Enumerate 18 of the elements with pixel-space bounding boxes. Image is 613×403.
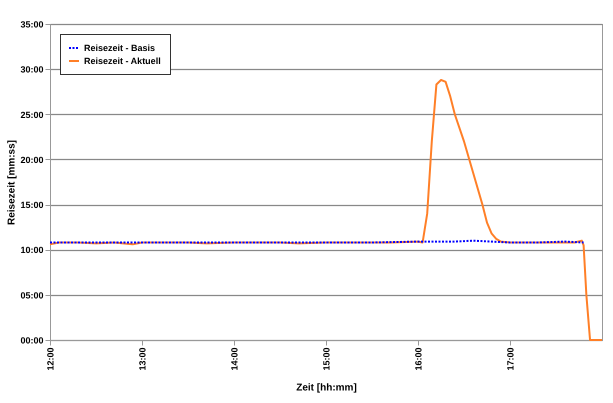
y-tick-label: 00:00 [20, 336, 44, 346]
x-axis-title: Zeit [hh:mm] [296, 382, 357, 394]
y-tick-label: 10:00 [20, 245, 44, 256]
y-tick-label: 05:00 [20, 290, 44, 300]
y-tick-label: 35:00 [20, 20, 44, 30]
legend-label: Reisezeit - Basis [84, 43, 156, 53]
legend-label: Reisezeit - Aktuell [84, 56, 161, 66]
x-tick-label: 13:00 [138, 348, 148, 371]
x-tick-label: 17:00 [506, 348, 516, 371]
x-tick-label: 16:00 [414, 348, 424, 371]
y-axis-title: Reisezeit [mm:ss] [6, 140, 18, 226]
y-tick-label: 20:00 [20, 154, 44, 165]
y-tick-label: 30:00 [20, 64, 44, 75]
x-tick-label: 15:00 [322, 348, 332, 371]
y-tick-label: 25:00 [20, 110, 44, 120]
x-tick-label: 14:00 [230, 348, 240, 371]
y-tick-label: 15:00 [20, 200, 44, 210]
x-tick-label: 12:00 [46, 348, 56, 371]
